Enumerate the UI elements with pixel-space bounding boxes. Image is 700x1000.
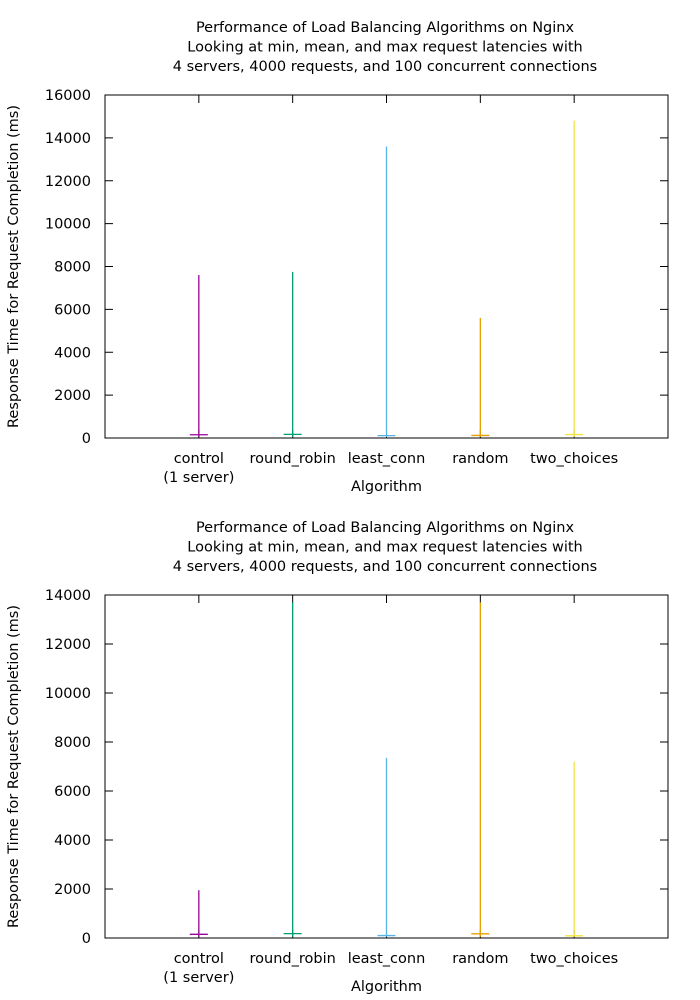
y-tick-label: 2000: [54, 388, 91, 404]
y-tick-label: 6000: [54, 784, 91, 800]
x-tick-label: control: [174, 451, 224, 467]
y-tick-label: 8000: [54, 260, 91, 276]
y-tick-label: 12000: [45, 174, 91, 190]
y-tick-label: 10000: [45, 686, 91, 702]
x-tick-label: control: [174, 951, 224, 967]
y-tick-label: 10000: [45, 217, 91, 233]
x-tick-label: least_conn: [348, 451, 426, 467]
y-tick-label: 4000: [54, 345, 91, 361]
x-tick-label: two_choices: [530, 451, 618, 467]
chart-title: 4 servers, 4000 requests, and 100 concur…: [173, 559, 597, 575]
y-tick-label: 14000: [45, 131, 91, 147]
y-tick-label: 0: [82, 431, 91, 447]
x-tick-label: round_robin: [250, 451, 336, 467]
chart-title: Looking at min, mean, and max request la…: [187, 40, 582, 56]
x-tick-label: round_robin: [250, 951, 336, 967]
y-tick-label: 16000: [45, 88, 91, 104]
x-tick-label: random: [452, 451, 508, 467]
y-tick-label: 8000: [54, 735, 91, 751]
y-axis-label: Response Time for Request Completion (ms…: [6, 105, 22, 428]
x-axis-label: Algorithm: [351, 979, 422, 995]
chart-title: 4 servers, 4000 requests, and 100 concur…: [173, 59, 597, 75]
x-tick-label: least_conn: [348, 951, 426, 967]
y-tick-label: 2000: [54, 882, 91, 898]
y-axis-label: Response Time for Request Completion (ms…: [6, 605, 22, 928]
y-tick-label: 12000: [45, 637, 91, 653]
x-tick-label: two_choices: [530, 951, 618, 967]
y-tick-label: 0: [82, 931, 91, 947]
y-tick-label: 6000: [54, 302, 91, 318]
x-tick-label: (1 server): [163, 970, 234, 986]
y-tick-label: 14000: [45, 588, 91, 604]
y-tick-label: 4000: [54, 833, 91, 849]
chart-title: Performance of Load Balancing Algorithms…: [196, 20, 575, 36]
chart-title: Looking at min, mean, and max request la…: [187, 540, 582, 556]
x-tick-label: (1 server): [163, 470, 234, 486]
chart-bottom: Performance of Load Balancing Algorithms…: [6, 520, 669, 995]
x-axis-label: Algorithm: [351, 479, 422, 495]
chart-top: Performance of Load Balancing Algorithms…: [6, 20, 669, 495]
chart-title: Performance of Load Balancing Algorithms…: [196, 520, 575, 536]
x-tick-label: random: [452, 951, 508, 967]
